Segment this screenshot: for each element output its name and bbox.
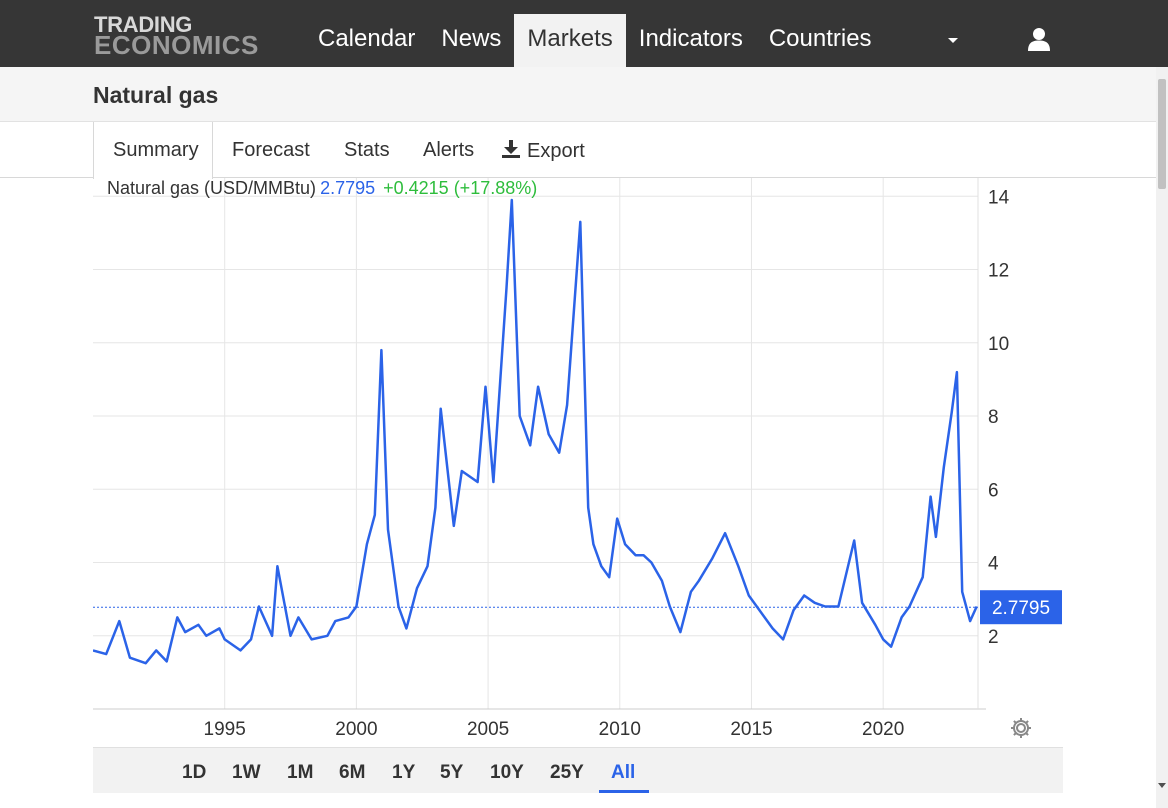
x-tick-label: 2005: [467, 719, 509, 740]
current-value-tag: [980, 590, 1062, 625]
nav-calendar[interactable]: Calendar: [318, 25, 416, 52]
x-tick-label: 2015: [730, 719, 772, 740]
range-1d[interactable]: 1D: [182, 762, 207, 783]
nav-indicators[interactable]: Indicators: [638, 25, 743, 52]
range-active-indicator: [599, 790, 649, 793]
series-line: [93, 198, 978, 665]
range-5y[interactable]: 5Y: [440, 762, 464, 783]
x-tick-label: 2020: [862, 719, 904, 740]
tab-forecast[interactable]: Forecast: [232, 139, 310, 161]
site-logo[interactable]: TRADING ECONOMICS: [94, 12, 259, 60]
main-nav: Calendar News Markets Indicators Countri…: [305, 14, 885, 67]
page-title: Natural gas: [93, 82, 219, 108]
download-icon: [502, 140, 520, 158]
subheader: Natural gas: [0, 67, 1156, 122]
range-6m[interactable]: 6M: [339, 762, 366, 783]
y-tick-label: 6: [988, 480, 999, 501]
x-tick-label: 2010: [599, 719, 641, 740]
tab-export-label: Export: [527, 140, 585, 162]
tab-export[interactable]: Export: [501, 122, 585, 178]
range-1y[interactable]: 1Y: [392, 762, 416, 783]
y-tick-label: 14: [988, 187, 1010, 208]
scroll-thumb[interactable]: [1158, 79, 1166, 189]
x-tick-label: 2000: [335, 719, 377, 740]
tabs-row: Summary Forecast Stats Alerts Export: [0, 122, 1156, 179]
chart-container: 2 4 6 8 10 12 14 1995 2000 2005 2010 2015 2020 2.7795…: [93, 178, 1063, 793]
y-tick-label: 8: [988, 407, 999, 428]
gear-icon[interactable]: [1010, 717, 1032, 739]
logo-line2: ECONOMICS: [94, 30, 259, 60]
range-1w[interactable]: 1W: [232, 762, 261, 783]
range-selector: 1D 1W 1M 6M 1Y 5Y 10Y 25Y All: [93, 747, 1063, 793]
y-tick-label: 4: [988, 554, 999, 575]
range-25y[interactable]: 25Y: [550, 762, 584, 783]
chart-legend: Natural gas (USD/MMBtu) 2.7795 +0.4215 (+1…: [107, 178, 537, 199]
range-all[interactable]: All: [611, 762, 636, 783]
nav-news[interactable]: News: [441, 25, 502, 52]
nav-markets[interactable]: Markets: [514, 14, 626, 67]
range-10y[interactable]: 10Y: [490, 762, 524, 783]
price-chart[interactable]: 2 4 6 8 10 12 14 1995 2000 2005 2010 2015 2020 2.7795: [93, 178, 1063, 747]
top-navbar: TRADING ECONOMICS Calendar News Markets …: [0, 0, 1168, 67]
legend-change: +0.4215 (+17.88%): [383, 178, 538, 198]
nav-countries[interactable]: Countries: [768, 25, 872, 52]
x-tick-label: 1995: [204, 719, 246, 740]
caret-down-icon[interactable]: [948, 38, 958, 43]
tab-stats[interactable]: Stats: [344, 139, 390, 161]
logo-line1: TRADING: [94, 12, 193, 37]
scroll-down-arrow-icon[interactable]: [1158, 783, 1166, 788]
y-tick-label: 2: [988, 627, 999, 648]
current-value-label: 2.7795: [992, 598, 1050, 619]
legend-series-name: Natural gas (USD/MMBtu): [107, 178, 317, 198]
tab-summary[interactable]: Summary: [93, 122, 213, 179]
tab-alerts[interactable]: Alerts: [423, 139, 475, 161]
user-icon[interactable]: [1028, 27, 1050, 51]
range-1m[interactable]: 1M: [287, 762, 314, 783]
page-scrollbar[interactable]: [1156, 67, 1168, 808]
legend-value: 2.7795: [320, 178, 376, 198]
y-tick-label: 10: [988, 334, 1009, 355]
y-tick-label: 12: [988, 261, 1009, 282]
